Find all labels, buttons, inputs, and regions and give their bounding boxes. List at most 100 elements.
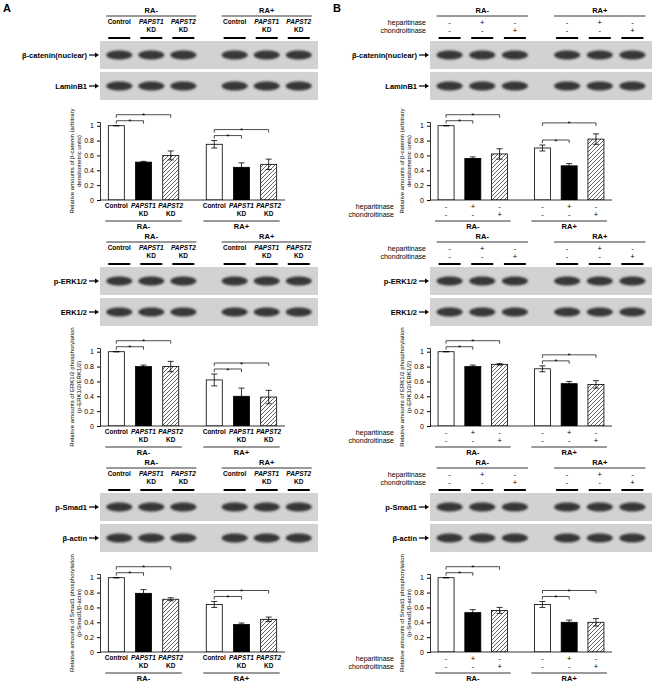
error-bar [113,351,119,352]
treatment-sign: - [481,478,484,487]
treatment-label: heparitinase [356,203,394,211]
error-bar-cap [470,156,476,157]
lane-segment [621,489,643,491]
y-tick: 1 [90,122,100,129]
significance-label: * [554,137,557,146]
y-tick-mark [97,426,100,427]
arrow-head [425,84,429,89]
blot-label: β-catenin(nuclear) [352,51,418,60]
error-bar [238,163,244,172]
y-tick-mark [97,593,100,594]
error-bar [497,607,503,613]
error-bar [593,381,599,388]
arrow-head [425,310,429,315]
bar [561,384,577,426]
blot-band [254,277,280,286]
blot-band [170,277,196,286]
blot-band [437,277,463,286]
blot-band [469,503,495,512]
y-tick-mark [97,578,100,579]
y-axis-title: Relative amounts of Smad1 phosphorylatio… [399,554,405,672]
error-bar-cap [539,601,545,602]
group-label: RA- [466,448,480,457]
y-tick: 1 [420,348,430,355]
blot-band [619,534,645,543]
treatment-sign: + [630,478,635,487]
arrow-head [425,505,429,510]
blot-band [286,51,312,60]
lane-segment [288,263,310,265]
y-tick-label: 1 [90,122,94,129]
x-tick-label: Control [203,428,226,435]
blot-strip [100,72,318,100]
lane-label: Control [223,470,246,477]
treatment-sign: + [630,252,635,261]
error-bar-cap [141,162,147,163]
x-tick-label: PAPST1KD [131,202,156,217]
blot-band [437,503,463,512]
error-bar-stem [569,620,570,624]
y-tick: 0 [420,423,430,430]
subpanel: RA-RA+ControlPAPST1KDPAPST2KDControlPAPS… [54,232,318,457]
y-axis-line [427,575,431,653]
y-tick: 0.8 [414,589,430,596]
y-tick-mark [97,170,100,171]
treatment-sign: - [566,478,569,487]
error-bar [443,125,449,126]
y-tick: 0 [420,197,430,204]
y-tick-mark [427,622,430,623]
lane-label: PAPST2KD [171,244,196,259]
blot-band [554,277,580,286]
error-bar-stem [595,134,596,144]
y-tick: 0.4 [84,393,100,400]
y-tick-mark [97,155,100,156]
bar [136,162,152,200]
error-bar-cap [566,163,572,164]
error-bar-cap [113,351,119,352]
treatment-label: chondroitinase [348,437,394,444]
bar [534,604,550,652]
error-bar-cap [443,125,449,126]
y-tick-mark [97,607,100,608]
error-bar-cap [238,404,244,405]
y-tick-mark [97,200,100,201]
error-bar-cap [238,623,244,624]
error-bar [497,149,503,159]
blot-band [502,51,528,60]
arrow [419,311,426,312]
y-tick-label: 0.2 [84,408,94,415]
arrow [89,537,96,538]
error-bar-cap [497,363,503,364]
blot-strip [100,41,318,69]
y-axis-title: (p-Smad1/β-actin) [406,589,412,637]
blot-band [437,534,463,543]
arrow-head [425,53,429,58]
error-bar-stem [143,365,144,368]
group-label: RA+ [234,448,250,457]
blot-band [587,534,613,543]
blot-band [286,308,312,317]
arrow [89,54,96,55]
bar [534,148,550,200]
blot-band [469,308,495,317]
error-bar-cap [470,159,476,160]
lane-segment [621,263,643,265]
error-bar-cap [443,577,449,578]
y-tick-label: 0.8 [414,363,424,370]
group-line [222,242,312,243]
treatment-sign: - [448,478,451,487]
group-label: RA- [476,6,490,15]
blot-label: ERK1/2 [391,308,417,317]
error-bar-stem [472,157,473,160]
bar [206,604,222,652]
y-tick-label: 0.4 [414,167,424,174]
bar [438,578,454,652]
error-bar-cap [266,403,272,404]
blot-strip [430,493,652,521]
error-bar-cap [443,577,449,578]
error-bar [113,577,119,578]
y-tick: 0.8 [84,137,100,144]
y-tick-mark [427,352,430,353]
significance-label: * [128,117,131,126]
group-label: RA- [476,458,490,467]
